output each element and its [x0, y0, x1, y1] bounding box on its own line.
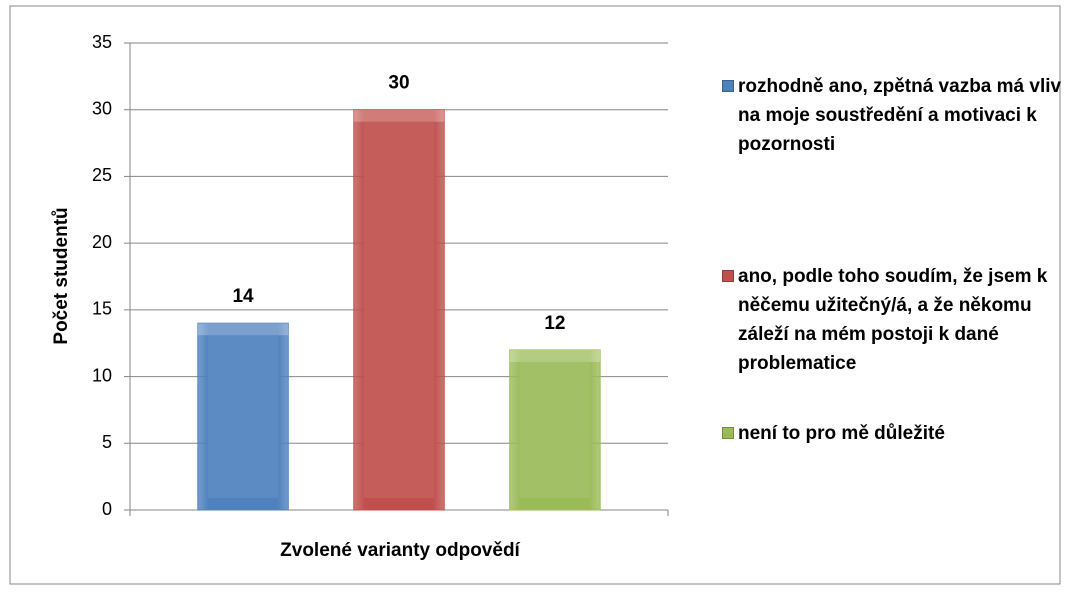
legend-item: ano, podle toho soudím, že jsem k něčemu… — [722, 262, 1068, 378]
y-tick-label: 10 — [92, 365, 112, 385]
y-tick-label: 15 — [92, 299, 112, 319]
legend-item: rozhodně ano, zpětná vazba má vliv na mo… — [722, 72, 1068, 159]
bar-highlight — [207, 335, 279, 498]
bar — [353, 109, 445, 511]
y-tick-label: 5 — [102, 432, 112, 452]
bar-top — [353, 109, 445, 122]
y-tick-label: 30 — [92, 98, 112, 118]
legend-swatch — [722, 270, 734, 282]
data-label: 14 — [232, 286, 254, 307]
bar — [197, 322, 289, 511]
legend-swatch — [722, 427, 734, 439]
legend-label: není to pro mě důležité — [738, 423, 945, 444]
bar-highlight — [519, 361, 591, 498]
y-tick-label: 35 — [92, 32, 112, 52]
y-tick-label: 20 — [92, 232, 112, 252]
legend-swatch — [722, 80, 734, 92]
bar-top — [509, 349, 601, 362]
x-axis-label: Zvolené varianty odpovědí — [280, 540, 520, 561]
bar — [509, 349, 601, 511]
y-tick-label: 0 — [102, 499, 112, 519]
bar-highlight — [363, 121, 435, 498]
legend-label: ano, podle toho soudím, že jsem k něčemu… — [738, 266, 1048, 374]
legend-item: není to pro mě důležité — [722, 419, 1068, 448]
data-label: 30 — [388, 73, 409, 94]
bar-top — [197, 323, 289, 336]
y-tick-label: 25 — [92, 165, 112, 185]
y-axis-label: Počet studentů — [51, 207, 72, 344]
legend-label: rozhodně ano, zpětná vazba má vliv na mo… — [738, 76, 1062, 155]
data-label: 12 — [544, 313, 565, 334]
